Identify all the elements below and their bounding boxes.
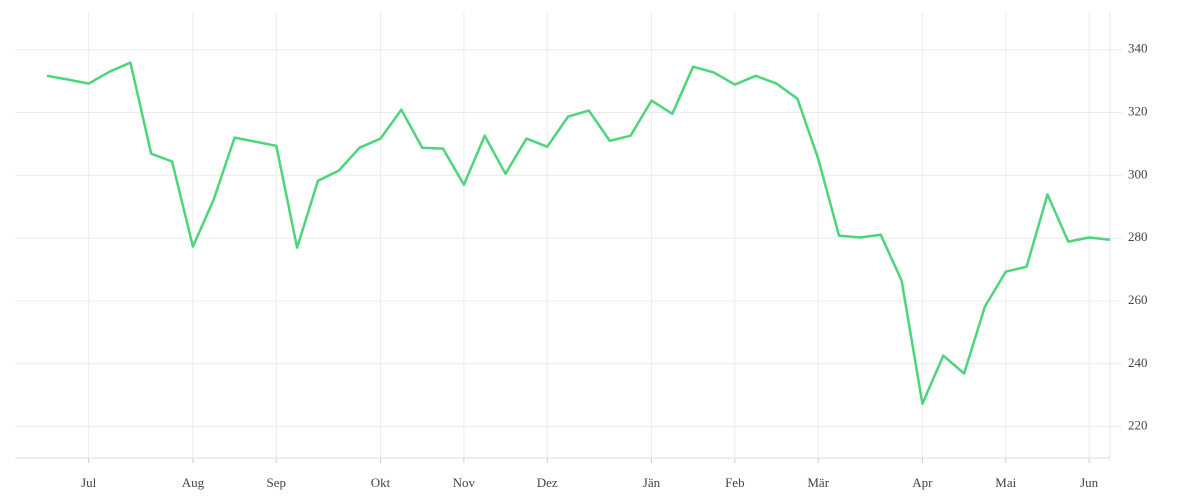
- x-tick-label: Dez: [537, 475, 558, 490]
- x-tick-label: Apr: [912, 475, 933, 490]
- y-tick-label: 300: [1128, 166, 1148, 181]
- x-tick-label: Mär: [807, 475, 829, 490]
- y-tick-label: 260: [1128, 292, 1148, 307]
- x-tick-label: Sep: [267, 475, 287, 490]
- x-tick-label: Jun: [1080, 475, 1099, 490]
- line-series: [46, 61, 1111, 405]
- y-tick-label: 320: [1128, 103, 1148, 118]
- x-tick-label: Mai: [995, 475, 1016, 490]
- x-tick-label: Okt: [371, 475, 391, 490]
- x-tick-label: Nov: [453, 475, 476, 490]
- x-tick-label: Jul: [81, 475, 97, 490]
- x-tick-label: Jän: [643, 475, 661, 490]
- x-tick-label: Feb: [725, 475, 745, 490]
- y-tick-label: 280: [1128, 229, 1148, 244]
- y-tick-label: 220: [1128, 418, 1148, 433]
- y-tick-label: 340: [1128, 41, 1148, 56]
- y-tick-label: 240: [1128, 355, 1148, 370]
- x-tick-label: Aug: [182, 475, 205, 490]
